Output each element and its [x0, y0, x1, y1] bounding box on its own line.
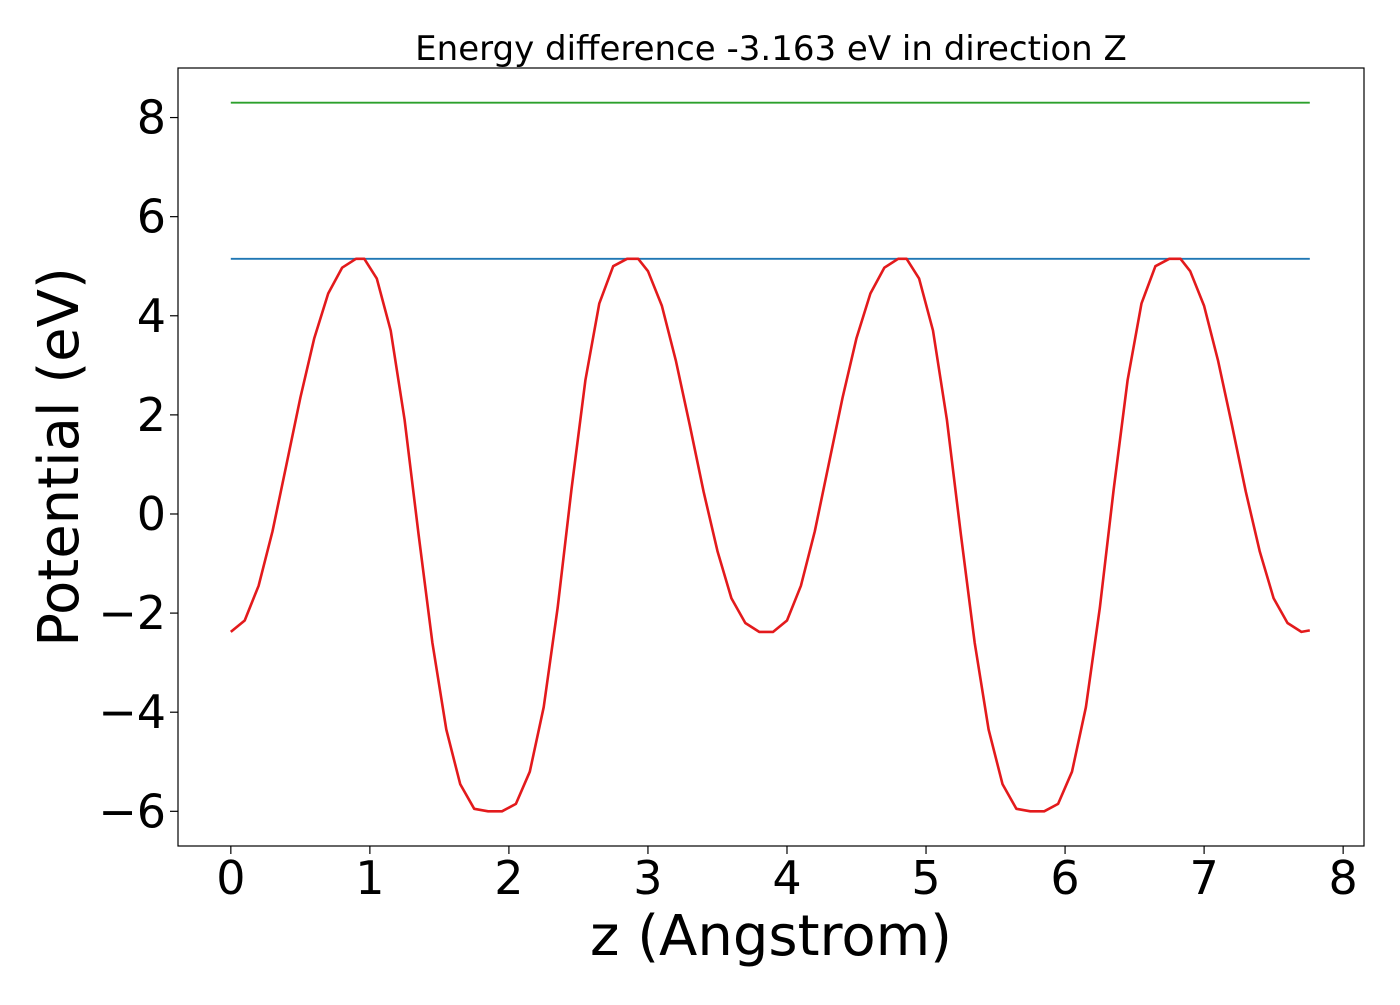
x-tick-label: 1 — [355, 851, 384, 905]
x-tick-label: 0 — [216, 851, 245, 905]
y-tick-label: 0 — [137, 487, 166, 541]
y-axis-label: Potential (eV) — [27, 267, 92, 647]
x-tick-label: 4 — [772, 851, 801, 905]
y-tick-label: 8 — [137, 91, 166, 145]
y-tick-label: −6 — [98, 784, 166, 838]
y-tick-label: 6 — [137, 190, 166, 244]
y-tick-label: −2 — [98, 586, 166, 640]
y-tick-label: 2 — [137, 388, 166, 442]
y-tick-label: 4 — [137, 289, 166, 343]
x-tick-label: 7 — [1189, 851, 1218, 905]
x-axis-label: z (Angstrom) — [590, 904, 952, 969]
chart-title: Energy difference -3.163 eV in direction… — [415, 29, 1127, 69]
x-tick-label: 6 — [1050, 851, 1079, 905]
plot-frame — [177, 67, 1365, 847]
y-tick-label: −4 — [98, 685, 166, 739]
plot-area: 0 1 2 3 4 5 6 7 8 −6 −4 −2 0 2 4 6 8 — [98, 67, 1365, 905]
series-line-potential — [229, 257, 1311, 813]
x-tick-label: 5 — [911, 851, 940, 905]
x-tick-label: 3 — [633, 851, 662, 905]
x-tick-label: 8 — [1329, 851, 1358, 905]
x-tick-label: 2 — [494, 851, 523, 905]
